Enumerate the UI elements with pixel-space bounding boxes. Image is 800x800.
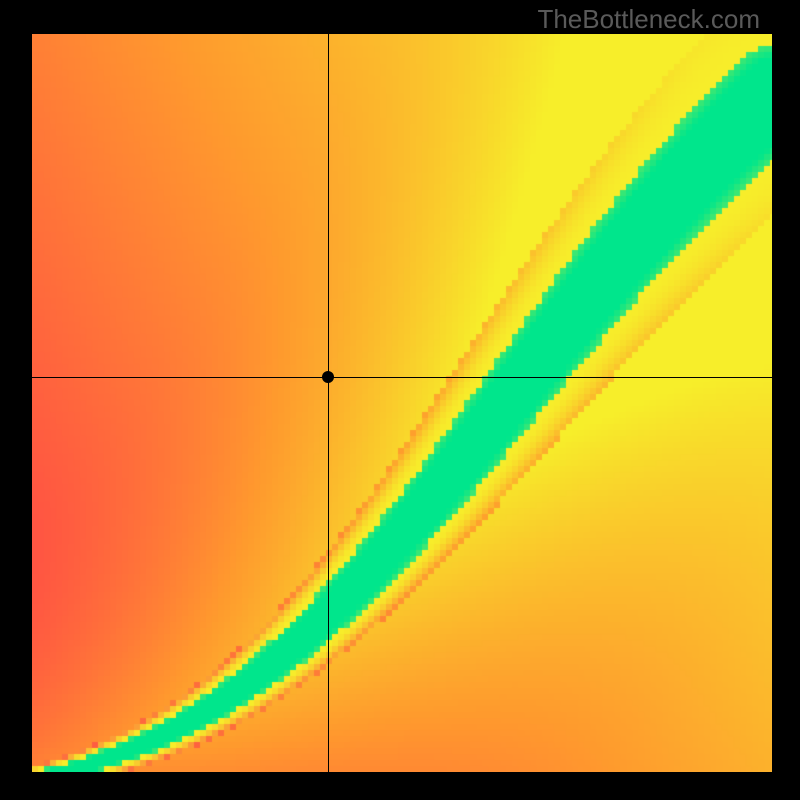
crosshair-vertical xyxy=(328,34,329,772)
watermark-text: TheBottleneck.com xyxy=(537,4,760,35)
crosshair-horizontal xyxy=(32,377,772,378)
chart-container: { "watermark": "TheBottleneck.com", "wat… xyxy=(0,0,800,800)
heatmap-canvas xyxy=(32,34,772,772)
crosshair-marker xyxy=(322,371,334,383)
heatmap-plot xyxy=(32,34,772,772)
